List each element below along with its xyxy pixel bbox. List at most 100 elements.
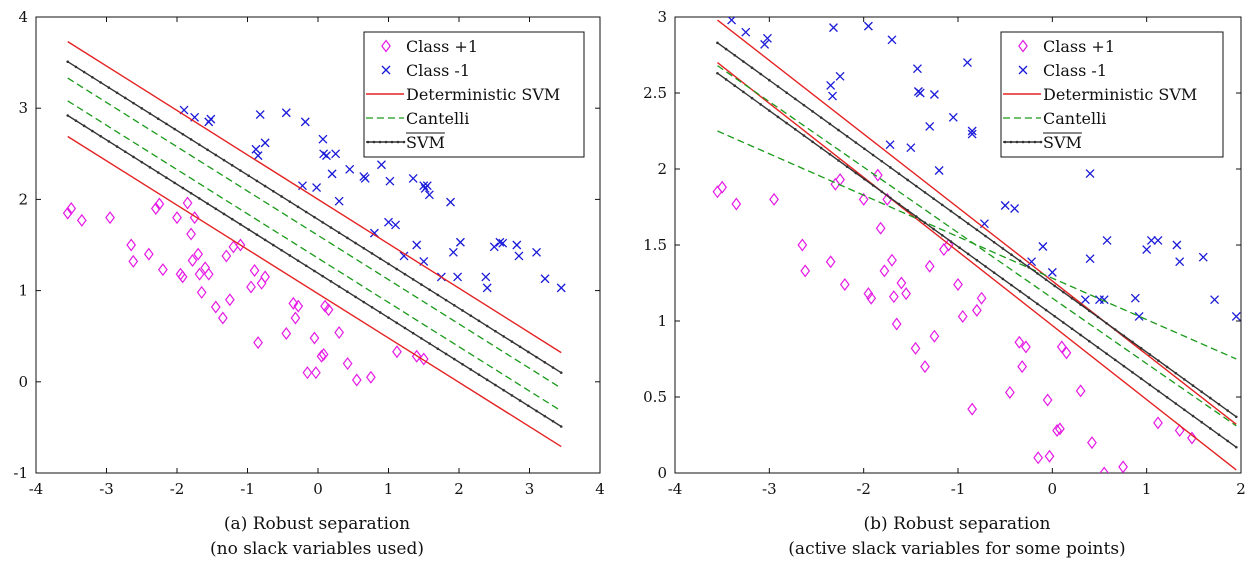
x-stroke bbox=[915, 88, 925, 98]
class-pos-point bbox=[924, 259, 935, 273]
class-pos-point bbox=[835, 173, 845, 187]
legend: Class +1 Class -1 Deterministic SVM Cantell… bbox=[363, 31, 585, 158]
class-pos-point bbox=[249, 264, 260, 278]
class-pos-point bbox=[62, 206, 73, 220]
class-neg-point bbox=[915, 88, 925, 98]
y-tick-label: 3 bbox=[18, 99, 28, 117]
legend-dot-icon bbox=[1039, 140, 1043, 144]
x-stroke bbox=[1102, 235, 1112, 245]
svm-bar-marker bbox=[1139, 346, 1143, 350]
class-pos-point bbox=[189, 211, 200, 225]
x-stroke bbox=[251, 144, 261, 154]
legend-label: Cantelli bbox=[406, 109, 469, 128]
svm-bar-marker bbox=[66, 114, 70, 117]
class-neg-point bbox=[1175, 257, 1185, 267]
class-pos-point bbox=[1153, 416, 1163, 430]
class-pos-point bbox=[825, 255, 836, 269]
svm-bar-marker bbox=[1148, 353, 1152, 356]
class-pos-point bbox=[1014, 335, 1025, 349]
x-stroke bbox=[1210, 295, 1220, 305]
class-pos-point bbox=[1033, 451, 1044, 465]
svm-bar-marker bbox=[819, 116, 823, 119]
x-stroke bbox=[948, 112, 958, 122]
svm-bar-marker bbox=[502, 335, 505, 338]
svm-bar-marker bbox=[387, 316, 390, 319]
svm-bar-marker bbox=[1070, 297, 1074, 300]
class-neg-point bbox=[1085, 254, 1095, 264]
x-stroke bbox=[962, 58, 972, 68]
plot-area bbox=[712, 17, 1241, 473]
svm-bar-marker bbox=[1191, 384, 1195, 387]
y-tick-label: 2 bbox=[657, 160, 667, 178]
svm-bar-marker bbox=[819, 146, 823, 150]
class-pos-point bbox=[872, 168, 883, 182]
x-stroke bbox=[1027, 257, 1037, 267]
svm-bar-marker bbox=[966, 222, 970, 225]
class-neg-point bbox=[399, 251, 409, 261]
x-stroke bbox=[829, 23, 838, 33]
legend-label: Class -1 bbox=[1043, 61, 1107, 80]
svm-bar-marker bbox=[940, 233, 944, 237]
y-tick-label: 0.5 bbox=[643, 388, 667, 406]
class-pos-point bbox=[731, 197, 742, 211]
y-tick-label: 0 bbox=[18, 373, 28, 391]
svm-bar-marker bbox=[420, 337, 423, 340]
svm-bar-marker bbox=[1157, 359, 1160, 362]
x-tick-label: 1 bbox=[1142, 480, 1152, 498]
x-tick-label: 2 bbox=[1236, 480, 1246, 498]
legend-dot-icon bbox=[1009, 140, 1013, 144]
x-stroke bbox=[399, 251, 409, 261]
class-pos-point bbox=[1052, 423, 1062, 437]
svm-bar-marker bbox=[1131, 340, 1134, 344]
svm-bar-marker bbox=[1079, 303, 1082, 306]
svm-bar-marker bbox=[854, 141, 858, 144]
svm-bar-marker bbox=[1096, 315, 1100, 319]
x-stroke bbox=[322, 151, 331, 161]
svm-bar-marker bbox=[880, 190, 884, 193]
class-neg-point bbox=[331, 149, 341, 159]
svm-bar-marker bbox=[74, 119, 78, 122]
svm-bar-marker bbox=[165, 122, 168, 126]
class-neg-point bbox=[912, 64, 922, 74]
x-stroke bbox=[762, 33, 772, 43]
class-pos-point bbox=[953, 278, 963, 292]
legend-x-icon bbox=[381, 65, 391, 75]
svm-bar-marker bbox=[263, 238, 267, 242]
legend-dot-icon bbox=[372, 140, 376, 144]
x-stroke bbox=[929, 90, 939, 99]
x-tick-label: 3 bbox=[525, 480, 535, 498]
svm-bar-marker bbox=[502, 388, 505, 392]
svm-bar-marker bbox=[923, 191, 927, 194]
class-pos-point bbox=[318, 347, 329, 361]
x-stroke bbox=[376, 160, 386, 170]
svm-bar-marker bbox=[984, 265, 987, 268]
svm-bar-marker bbox=[461, 309, 464, 312]
x-stroke bbox=[1085, 254, 1095, 264]
svm-bar-marker bbox=[296, 259, 300, 262]
class-pos-point bbox=[896, 276, 907, 290]
x-stroke bbox=[835, 71, 845, 81]
svm-bar-marker bbox=[140, 160, 144, 164]
class-neg-point bbox=[495, 237, 505, 247]
svm-bar-marker bbox=[984, 234, 987, 238]
svm-bar-marker bbox=[889, 166, 892, 169]
x-stroke bbox=[514, 251, 524, 261]
class-pos-point bbox=[875, 221, 886, 235]
legend-dot-icon bbox=[1021, 140, 1025, 144]
svm-bar-marker bbox=[915, 184, 918, 188]
svm-bar-marker bbox=[91, 129, 94, 133]
svm-bar-marker bbox=[477, 319, 481, 323]
svm-bar-marker bbox=[378, 311, 382, 314]
svm-bar-marker bbox=[871, 184, 875, 187]
x-stroke bbox=[300, 117, 310, 127]
svm-bar-marker bbox=[453, 303, 456, 307]
x-stroke bbox=[498, 238, 508, 248]
class-pos-point bbox=[929, 329, 940, 343]
x-tick-label: 2 bbox=[454, 480, 464, 498]
svm-bar-marker bbox=[932, 227, 935, 231]
svm-bar-marker bbox=[559, 425, 563, 428]
svm-bar-marker bbox=[1183, 408, 1186, 412]
class-pos-point bbox=[920, 360, 930, 374]
svm-bar-marker bbox=[247, 174, 250, 178]
class-neg-point bbox=[1130, 293, 1140, 303]
